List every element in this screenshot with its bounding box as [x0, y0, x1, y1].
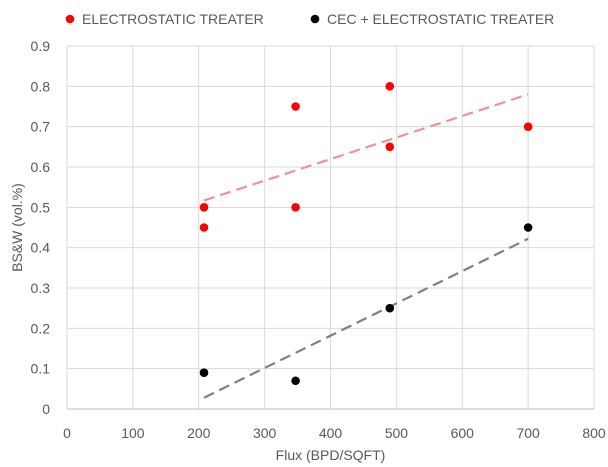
trendline — [203, 93, 529, 202]
y-tick-label: 0.5 — [31, 199, 51, 215]
x-tick-label: 200 — [187, 425, 211, 441]
trendlines — [203, 93, 529, 399]
data-point — [385, 142, 395, 152]
data-point — [385, 82, 395, 91]
x-tick-labels: 0 100 200 300 400 500 600 700 800 — [63, 425, 606, 441]
data-point — [199, 368, 209, 378]
legend-marker — [65, 14, 75, 24]
y-tick-label: 0.1 — [31, 361, 51, 377]
trendline — [203, 237, 529, 399]
y-tick-label: 0.3 — [31, 280, 51, 296]
x-tick-label: 600 — [451, 425, 475, 441]
y-axis-title: BS&W (vol.%) — [9, 183, 25, 272]
legend-marker — [310, 14, 320, 24]
data-point — [523, 223, 533, 232]
data-point — [199, 223, 209, 232]
data-point — [291, 203, 300, 212]
x-tick-label: 400 — [319, 425, 343, 441]
data-point — [291, 376, 300, 386]
data-point — [523, 122, 533, 131]
y-tick-label: 0.8 — [31, 78, 51, 94]
x-tick-label: 100 — [121, 425, 145, 441]
y-tick-label: 0.2 — [31, 320, 51, 336]
y-tick-label: 0.4 — [31, 240, 51, 256]
legend-label: CEC + ELECTROSTATIC TREATER — [327, 11, 554, 27]
x-tick-label: 500 — [385, 425, 409, 441]
data-points — [199, 82, 533, 386]
y-tick-label: 0.9 — [31, 38, 51, 54]
data-point — [291, 102, 300, 111]
legend-label: ELECTROSTATIC TREATER — [82, 11, 264, 27]
data-point — [199, 203, 209, 212]
x-tick-label: 800 — [582, 425, 606, 441]
x-axis-title: Flux (BPD/SQFT) — [276, 447, 386, 463]
y-tick-labels: 0 0.1 0.2 0.3 0.4 0.5 0.6 0.7 0.8 0.9 — [31, 38, 51, 417]
gridlines — [66, 45, 595, 410]
y-tick-label: 0 — [42, 401, 50, 417]
data-point — [385, 303, 395, 313]
x-tick-label: 0 — [63, 425, 71, 441]
x-tick-label: 300 — [253, 425, 277, 441]
x-tick-label: 700 — [516, 425, 540, 441]
y-tick-label: 0.6 — [31, 159, 51, 175]
legend: ELECTROSTATIC TREATER CEC + ELECTROSTATIC… — [65, 11, 554, 27]
y-tick-label: 0.7 — [31, 119, 51, 135]
